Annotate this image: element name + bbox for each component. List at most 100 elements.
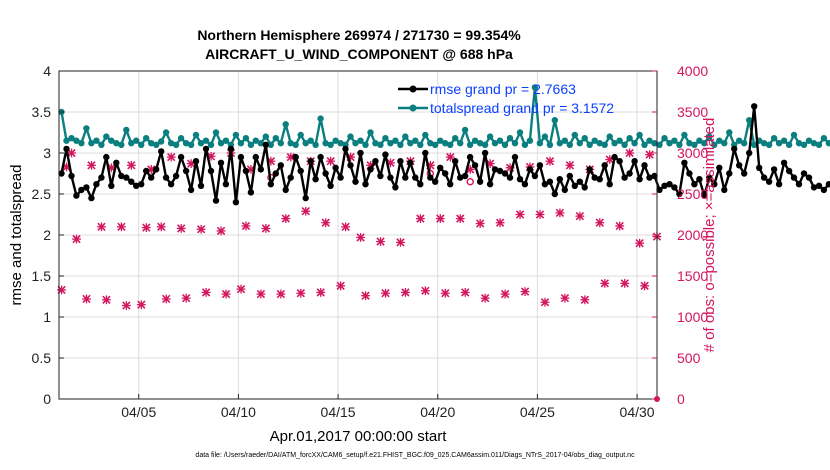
totalspread-point [556, 140, 563, 147]
y-left-tick-label: 3 [43, 145, 51, 161]
totalspread-point [103, 133, 110, 140]
x-axis-label: Apr.01,2017 00:00:00 start [270, 428, 448, 445]
rmse-point [785, 167, 793, 175]
obs-assimilated-point [196, 224, 206, 234]
obs-assimilated-point [580, 295, 590, 305]
y-right-tick-label: 2500 [677, 186, 708, 202]
rmse-point [775, 181, 783, 188]
rmse-point [466, 153, 474, 161]
totalspread-point [686, 140, 693, 147]
rmse-point [63, 145, 70, 153]
rmse-point [312, 176, 319, 183]
rmse-point [128, 178, 135, 185]
legend-rmse-label: rmse grand pr = 2.7663 [430, 81, 576, 97]
rmse-point [217, 159, 225, 166]
totalspread-point [128, 140, 135, 147]
obs-assimilated-point [396, 237, 405, 247]
rmse-point [192, 158, 200, 165]
obs-assimilated-point [261, 224, 271, 233]
totalspread-point [88, 140, 95, 147]
totalspread-point [741, 140, 748, 147]
totalspread-point [292, 141, 299, 148]
rmse-point [302, 194, 309, 202]
rmse-point [731, 145, 738, 153]
obs-assimilated-point [545, 156, 555, 166]
totalspread-point [277, 140, 284, 147]
totalspread-point [746, 117, 753, 124]
totalspread-point [123, 126, 130, 134]
rmse-point [297, 167, 304, 175]
totalspread-point [651, 140, 658, 147]
rmse-point [337, 174, 344, 181]
totalspread-point [546, 141, 554, 148]
rmse-point [68, 172, 75, 180]
totalspread-point [646, 137, 653, 144]
totalspread-point [282, 121, 289, 128]
obs-assimilated-point [381, 288, 390, 298]
x-axis: 04/05 04/10 04/15 04/20 04/25 04/30 [121, 394, 655, 420]
obs-assimilated-point [281, 214, 291, 223]
totalspread-point [457, 140, 464, 147]
totalspread-point [496, 137, 504, 144]
totalspread-point [237, 140, 245, 147]
rmse-point [481, 149, 489, 157]
y-left-tick-label: 1 [43, 309, 51, 325]
totalspread-point [302, 140, 309, 147]
obs-assimilated-point [186, 159, 196, 169]
obs-assimilated-point [97, 222, 106, 232]
totalspread-point [192, 131, 200, 139]
y-right-zero-marker [654, 396, 660, 402]
legend-spread-label: totalspread grand pr = 3.1572 [430, 100, 614, 116]
obs-assimilated-point [445, 152, 455, 162]
totalspread-point [780, 137, 788, 144]
rmse-point [352, 178, 359, 185]
totalspread-point [382, 135, 389, 142]
totalspread-point [93, 137, 100, 144]
totalspread-point [621, 141, 628, 148]
totalspread-point [506, 135, 514, 142]
y-right-tick-label: 2000 [677, 227, 708, 243]
obs-assimilated-point [595, 218, 605, 228]
rmse-point [432, 178, 439, 185]
totalspread-point [197, 140, 205, 147]
rmse-point [267, 181, 274, 188]
series-layer [58, 84, 830, 206]
rmse-point [457, 174, 464, 181]
rmse-point [586, 166, 593, 173]
rmse-point [212, 197, 220, 204]
totalspread-point [501, 141, 509, 148]
obs-assimilated-point [341, 222, 351, 232]
totalspread-point [656, 141, 663, 148]
rmse-point [93, 181, 100, 188]
y-left-tick-label: 0.5 [32, 350, 52, 366]
rmse-point [820, 186, 828, 194]
rmse-point [736, 162, 743, 169]
rmse-point [810, 184, 818, 191]
totalspread-point [252, 137, 259, 144]
obs-assimilated-point [256, 289, 266, 299]
y-right-tick-label: 500 [677, 350, 701, 366]
rmse-point [686, 170, 693, 177]
rmse-point [143, 167, 150, 175]
rmse-point [526, 166, 534, 173]
obs-assimilated-point [166, 152, 176, 162]
rmse-point [167, 181, 175, 188]
obs-assimilated-point [161, 294, 171, 304]
totalspread-point [427, 140, 434, 147]
rmse-point [202, 145, 210, 153]
totalspread-point [162, 129, 170, 136]
legend-spread-marker [409, 104, 417, 112]
totalspread-point [337, 140, 344, 147]
rmse-point [601, 162, 608, 169]
rmse-point [476, 178, 484, 185]
totalspread-point [352, 140, 359, 147]
totalspread-point [177, 135, 185, 142]
totalspread-point [68, 135, 75, 142]
rmse-point [402, 174, 409, 181]
totalspread-point [322, 140, 329, 147]
rmse-point [187, 186, 195, 194]
rmse-point [148, 174, 155, 181]
rmse-point [282, 186, 289, 194]
obs-assimilated-point [620, 278, 630, 288]
